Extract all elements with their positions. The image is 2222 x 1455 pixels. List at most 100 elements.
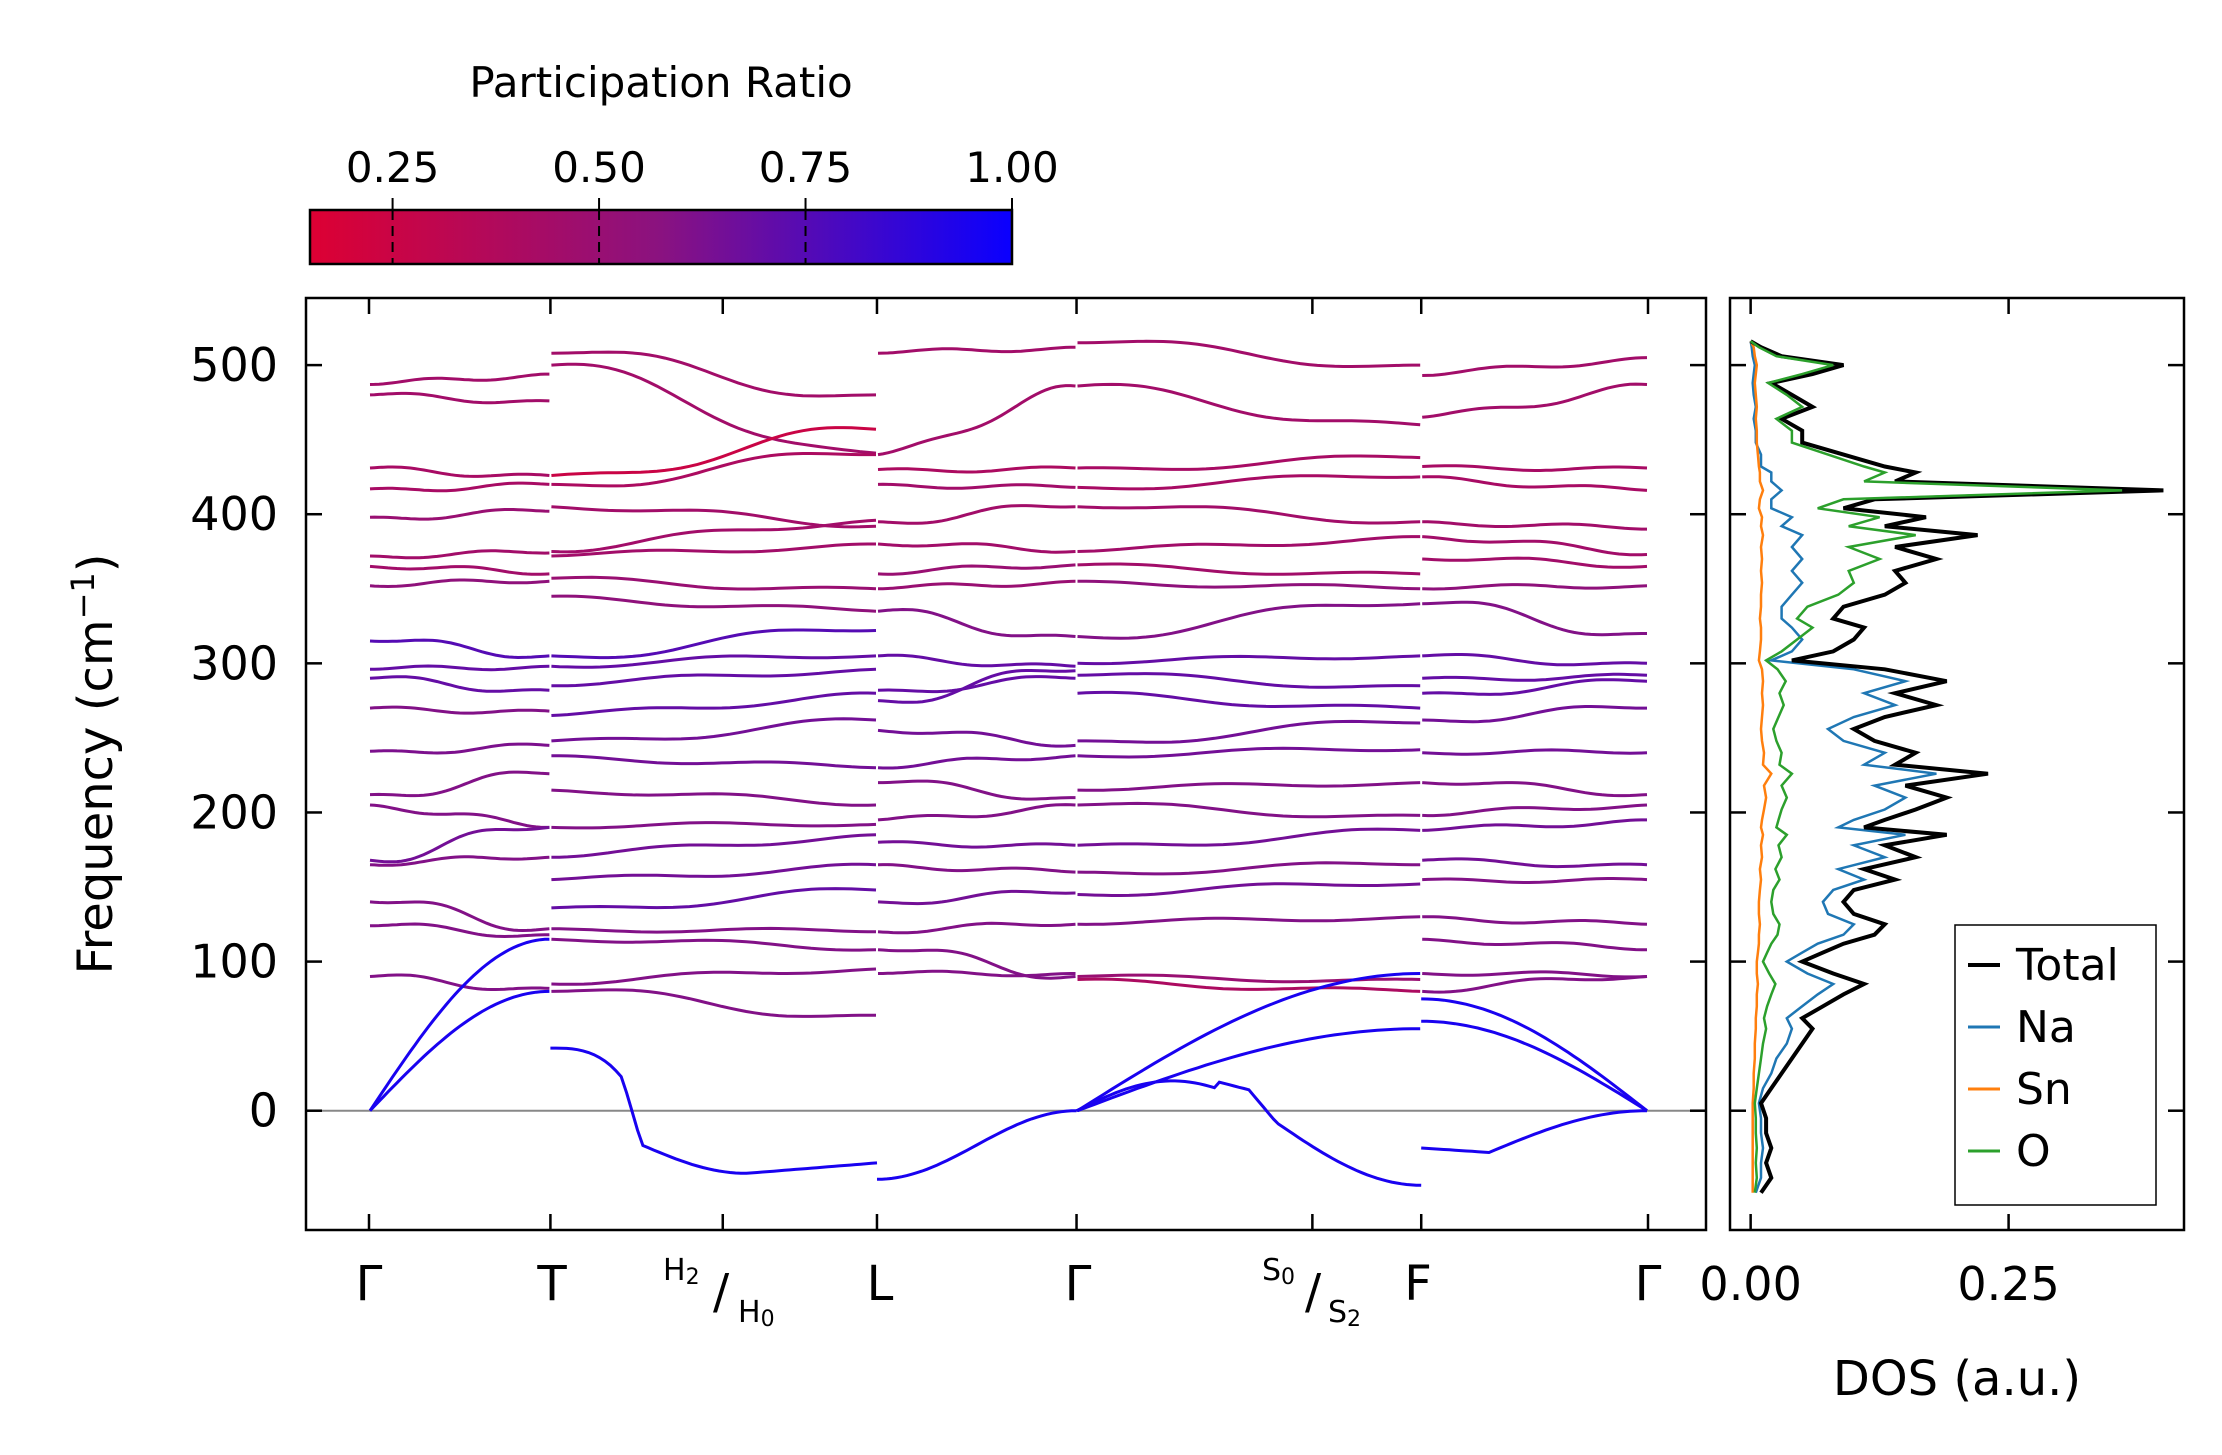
band-line bbox=[1422, 583, 1648, 591]
band-line bbox=[551, 821, 877, 830]
band-line bbox=[1422, 818, 1647, 832]
path-label-l: L bbox=[867, 1256, 894, 1312]
band-line bbox=[1077, 781, 1421, 792]
band-line bbox=[1422, 803, 1648, 818]
band-line bbox=[551, 542, 876, 558]
frequency-tick-label: 500 bbox=[190, 338, 278, 392]
band-line bbox=[551, 628, 877, 660]
band-line bbox=[1422, 877, 1648, 884]
band-line bbox=[877, 563, 1076, 576]
band-line bbox=[1077, 915, 1421, 926]
band-line bbox=[1422, 672, 1648, 682]
band-line bbox=[877, 889, 1076, 906]
frequency-tick-label: 200 bbox=[190, 785, 278, 839]
band-line bbox=[1077, 827, 1421, 847]
band-line bbox=[551, 754, 877, 770]
band-line bbox=[878, 969, 1076, 978]
band-line bbox=[1422, 937, 1647, 952]
path-label-s-lower: S2 bbox=[1328, 1295, 1361, 1332]
band-line bbox=[551, 362, 877, 455]
path-label-slash-2: / bbox=[1305, 1264, 1322, 1320]
colorbar-tick-label: 1.00 bbox=[965, 143, 1059, 192]
band-line bbox=[369, 922, 550, 939]
dos-legend: Total Na Sn O bbox=[1954, 924, 2157, 1206]
band-line bbox=[877, 948, 1076, 980]
band-line bbox=[551, 967, 877, 986]
band-line bbox=[551, 887, 877, 910]
band-line bbox=[369, 742, 550, 755]
dos-curve-sn bbox=[1749, 340, 1773, 1193]
dos-panel: 0.00 0.25 DOS (a.u.) Total Na Sn O bbox=[1699, 296, 2186, 1407]
band-line bbox=[1077, 474, 1421, 491]
band-line bbox=[369, 825, 550, 864]
acoustic-band-line bbox=[1421, 1019, 1648, 1112]
band-line bbox=[877, 675, 1076, 694]
band-line bbox=[370, 664, 550, 672]
path-label-slash-1: / bbox=[713, 1264, 730, 1320]
band-line bbox=[1422, 970, 1648, 979]
acoustic-band-line bbox=[368, 937, 550, 1112]
band-line bbox=[877, 345, 1076, 355]
band-line bbox=[551, 717, 877, 743]
band-line bbox=[1077, 719, 1421, 744]
band-line bbox=[369, 481, 550, 493]
band-line bbox=[551, 862, 877, 882]
band-line bbox=[877, 863, 1076, 874]
band-line bbox=[551, 788, 877, 807]
band-line bbox=[1422, 705, 1647, 724]
band-line bbox=[877, 607, 1076, 638]
band-line bbox=[1422, 382, 1648, 419]
soft-mode-line bbox=[550, 1046, 878, 1175]
band-line bbox=[1077, 562, 1421, 576]
band-line bbox=[1422, 975, 1648, 994]
band-line bbox=[1077, 882, 1421, 897]
frequency-label-exponent: −1 bbox=[64, 572, 102, 619]
path-label-h-upper: H2 bbox=[663, 1253, 700, 1290]
soft-mode-line bbox=[876, 1109, 1077, 1181]
colorbar-tick-label: 0.50 bbox=[552, 143, 646, 192]
dos-axes-frame bbox=[1728, 296, 2186, 1232]
band-line bbox=[551, 937, 877, 952]
band-line bbox=[551, 452, 876, 488]
legend-label: Total bbox=[2015, 940, 2119, 991]
frequency-label-main: Frequency (cm bbox=[68, 619, 124, 974]
band-line bbox=[551, 667, 877, 688]
path-label-s-upper: S0 bbox=[1262, 1253, 1295, 1290]
band-line bbox=[369, 564, 550, 576]
colorbar-tick-label: 0.75 bbox=[759, 143, 853, 192]
band-line bbox=[877, 728, 1076, 748]
band-line bbox=[1077, 602, 1421, 640]
band-line bbox=[369, 803, 550, 829]
band-line bbox=[369, 508, 550, 521]
frequency-label-close: ) bbox=[68, 553, 124, 572]
band-line bbox=[369, 372, 550, 386]
band-line bbox=[1077, 977, 1421, 993]
dos-axis-ticks: 0.00 0.25 bbox=[1699, 298, 2184, 1311]
band-line bbox=[369, 705, 550, 715]
path-label-s0-s2: S0 / S2 bbox=[1262, 1253, 1361, 1332]
band-line bbox=[551, 833, 877, 859]
band-line bbox=[1422, 475, 1648, 492]
dos-tick-label: 0.25 bbox=[1957, 1257, 2059, 1311]
band-line bbox=[1077, 579, 1421, 591]
band-line bbox=[551, 350, 877, 398]
legend-label: O bbox=[2016, 1126, 2051, 1177]
acoustic-band-line bbox=[368, 989, 550, 1112]
soft-mode-line bbox=[1421, 1109, 1648, 1155]
band-line bbox=[1422, 915, 1648, 926]
band-line bbox=[1422, 464, 1648, 472]
band-line bbox=[369, 578, 550, 589]
dos-curves bbox=[1749, 339, 2164, 1194]
band-line bbox=[877, 803, 1076, 822]
band-line bbox=[878, 779, 1076, 801]
soft-mode-line bbox=[1075, 1079, 1422, 1187]
legend-items: Total Na Sn O bbox=[1968, 940, 2119, 1177]
band-line bbox=[877, 669, 1076, 704]
band-lines bbox=[368, 339, 1648, 1187]
band-line bbox=[1077, 690, 1421, 710]
band-line bbox=[877, 504, 1076, 525]
band-line bbox=[1077, 382, 1421, 427]
acoustic-band-line bbox=[1421, 997, 1648, 1112]
band-line bbox=[551, 575, 877, 591]
band-line bbox=[551, 518, 877, 554]
